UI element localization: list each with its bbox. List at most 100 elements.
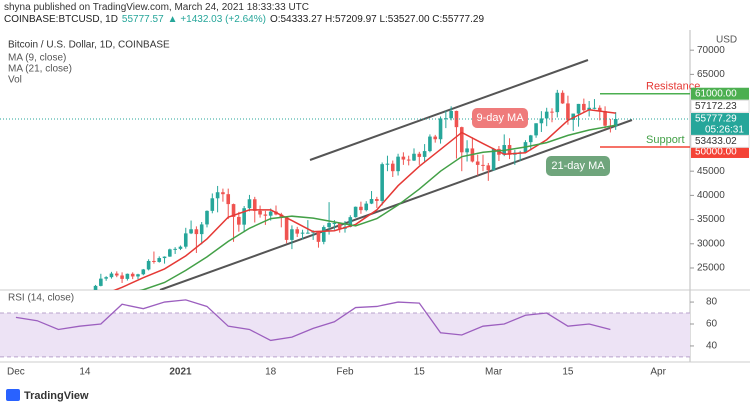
candle-body [157,258,162,262]
candle-body [528,135,533,143]
candle-body [83,296,87,297]
candle-body [465,148,469,153]
level-tag [691,145,749,158]
rsi-tick-label: 40 [706,341,718,352]
candle-body [555,92,560,113]
candle-body [539,118,544,124]
candle-body [146,260,151,270]
candle-body [438,118,443,140]
price-tag-label: 55777.29 [695,114,737,125]
x-tick-label: 18 [265,367,277,378]
candle-body [290,229,294,240]
candle-body [592,107,597,109]
annotation-box [546,156,610,176]
price-tag-label: 57172.23 [695,101,737,112]
x-tick-label: Feb [336,367,354,378]
candle-body [120,275,124,279]
candle-body [162,256,167,259]
volume-label: Vol [8,75,22,86]
candle-body [221,192,225,195]
candle-body [93,285,98,290]
candle-body [284,217,289,240]
price-tag-timer: 05:26:31 [705,125,744,136]
x-tick-label: 14 [79,367,91,378]
candle-body [189,229,193,234]
candle-body [268,211,273,216]
x-tick-label: 2021 [169,367,192,378]
candle-body [582,103,586,111]
rsi-pane [0,299,690,358]
y-tick-label: 30000 [697,238,725,249]
candle-body [125,273,130,279]
candle-body [99,278,103,286]
level-note: Resistance [646,81,700,93]
candle-body [88,295,92,296]
channel-lower [159,119,633,290]
candle-body [475,161,480,165]
y-tick-label: 35000 [697,214,725,225]
candle-body [210,198,215,211]
candle-body [486,165,491,171]
candle-body [603,111,607,126]
candle-body [332,222,337,224]
rsi-tick-label: 80 [706,297,718,308]
candle-body [252,199,257,211]
candle-body [613,119,618,127]
candle-body [449,110,453,119]
candle-body [114,273,119,276]
candle-body [183,233,188,247]
candle-body [194,229,199,235]
candle-body [433,136,438,140]
moving-average [138,124,616,290]
x-tick-label: 15 [562,367,574,378]
candle-body [459,127,464,153]
chart-title: Bitcoin / U.S. Dollar, 1D, COINBASE [8,40,170,51]
level-note: Support [646,134,685,146]
candle-body [242,208,246,225]
candle-body [406,159,411,161]
annotation: 21-day MA [551,160,605,172]
candle-body [571,113,576,120]
price-tag-label: 53433.02 [695,136,737,147]
rsi-band [0,313,690,357]
candle-body [321,227,326,242]
candle-body [364,203,369,211]
candle-body [576,103,581,114]
candle-body [491,148,496,171]
candle-body [412,153,416,161]
candle-body [560,92,565,104]
candle-body [337,222,342,229]
annotation-box [472,108,528,128]
candle-body [173,248,177,250]
rsi-line [15,299,611,342]
price-tag [691,113,749,137]
symbol: COINBASE:BTCUSD, 1D [4,14,118,25]
candle-body [178,246,183,249]
y-axis-unit: USD [716,35,737,46]
candle-body [300,232,305,234]
candle-body [481,164,485,166]
candle-body [205,210,209,225]
price-tag [690,134,750,148]
y-tick-label: 25000 [697,263,725,274]
annotation: 9-day MA [476,112,524,124]
candle-body [199,224,204,235]
candle-body [566,103,570,120]
moving-average [113,108,616,290]
price-pane [0,59,690,297]
rsi-title: RSI (14, close) [8,293,74,304]
y-tick-label: 65000 [697,69,725,80]
price-tag [690,99,750,113]
candle-body [168,249,172,257]
candle-body [401,156,406,160]
last-price: 55777.57 [121,14,164,25]
candle-body [226,194,231,205]
y-tick-label: 40000 [697,190,725,201]
candle-body [104,277,108,279]
candle-body [306,232,310,234]
symbol-line: COINBASE:BTCUSD, 1D 55777.57 ▲ +1432.03 (+… [4,14,488,25]
x-tick-label: Mar [485,367,503,378]
